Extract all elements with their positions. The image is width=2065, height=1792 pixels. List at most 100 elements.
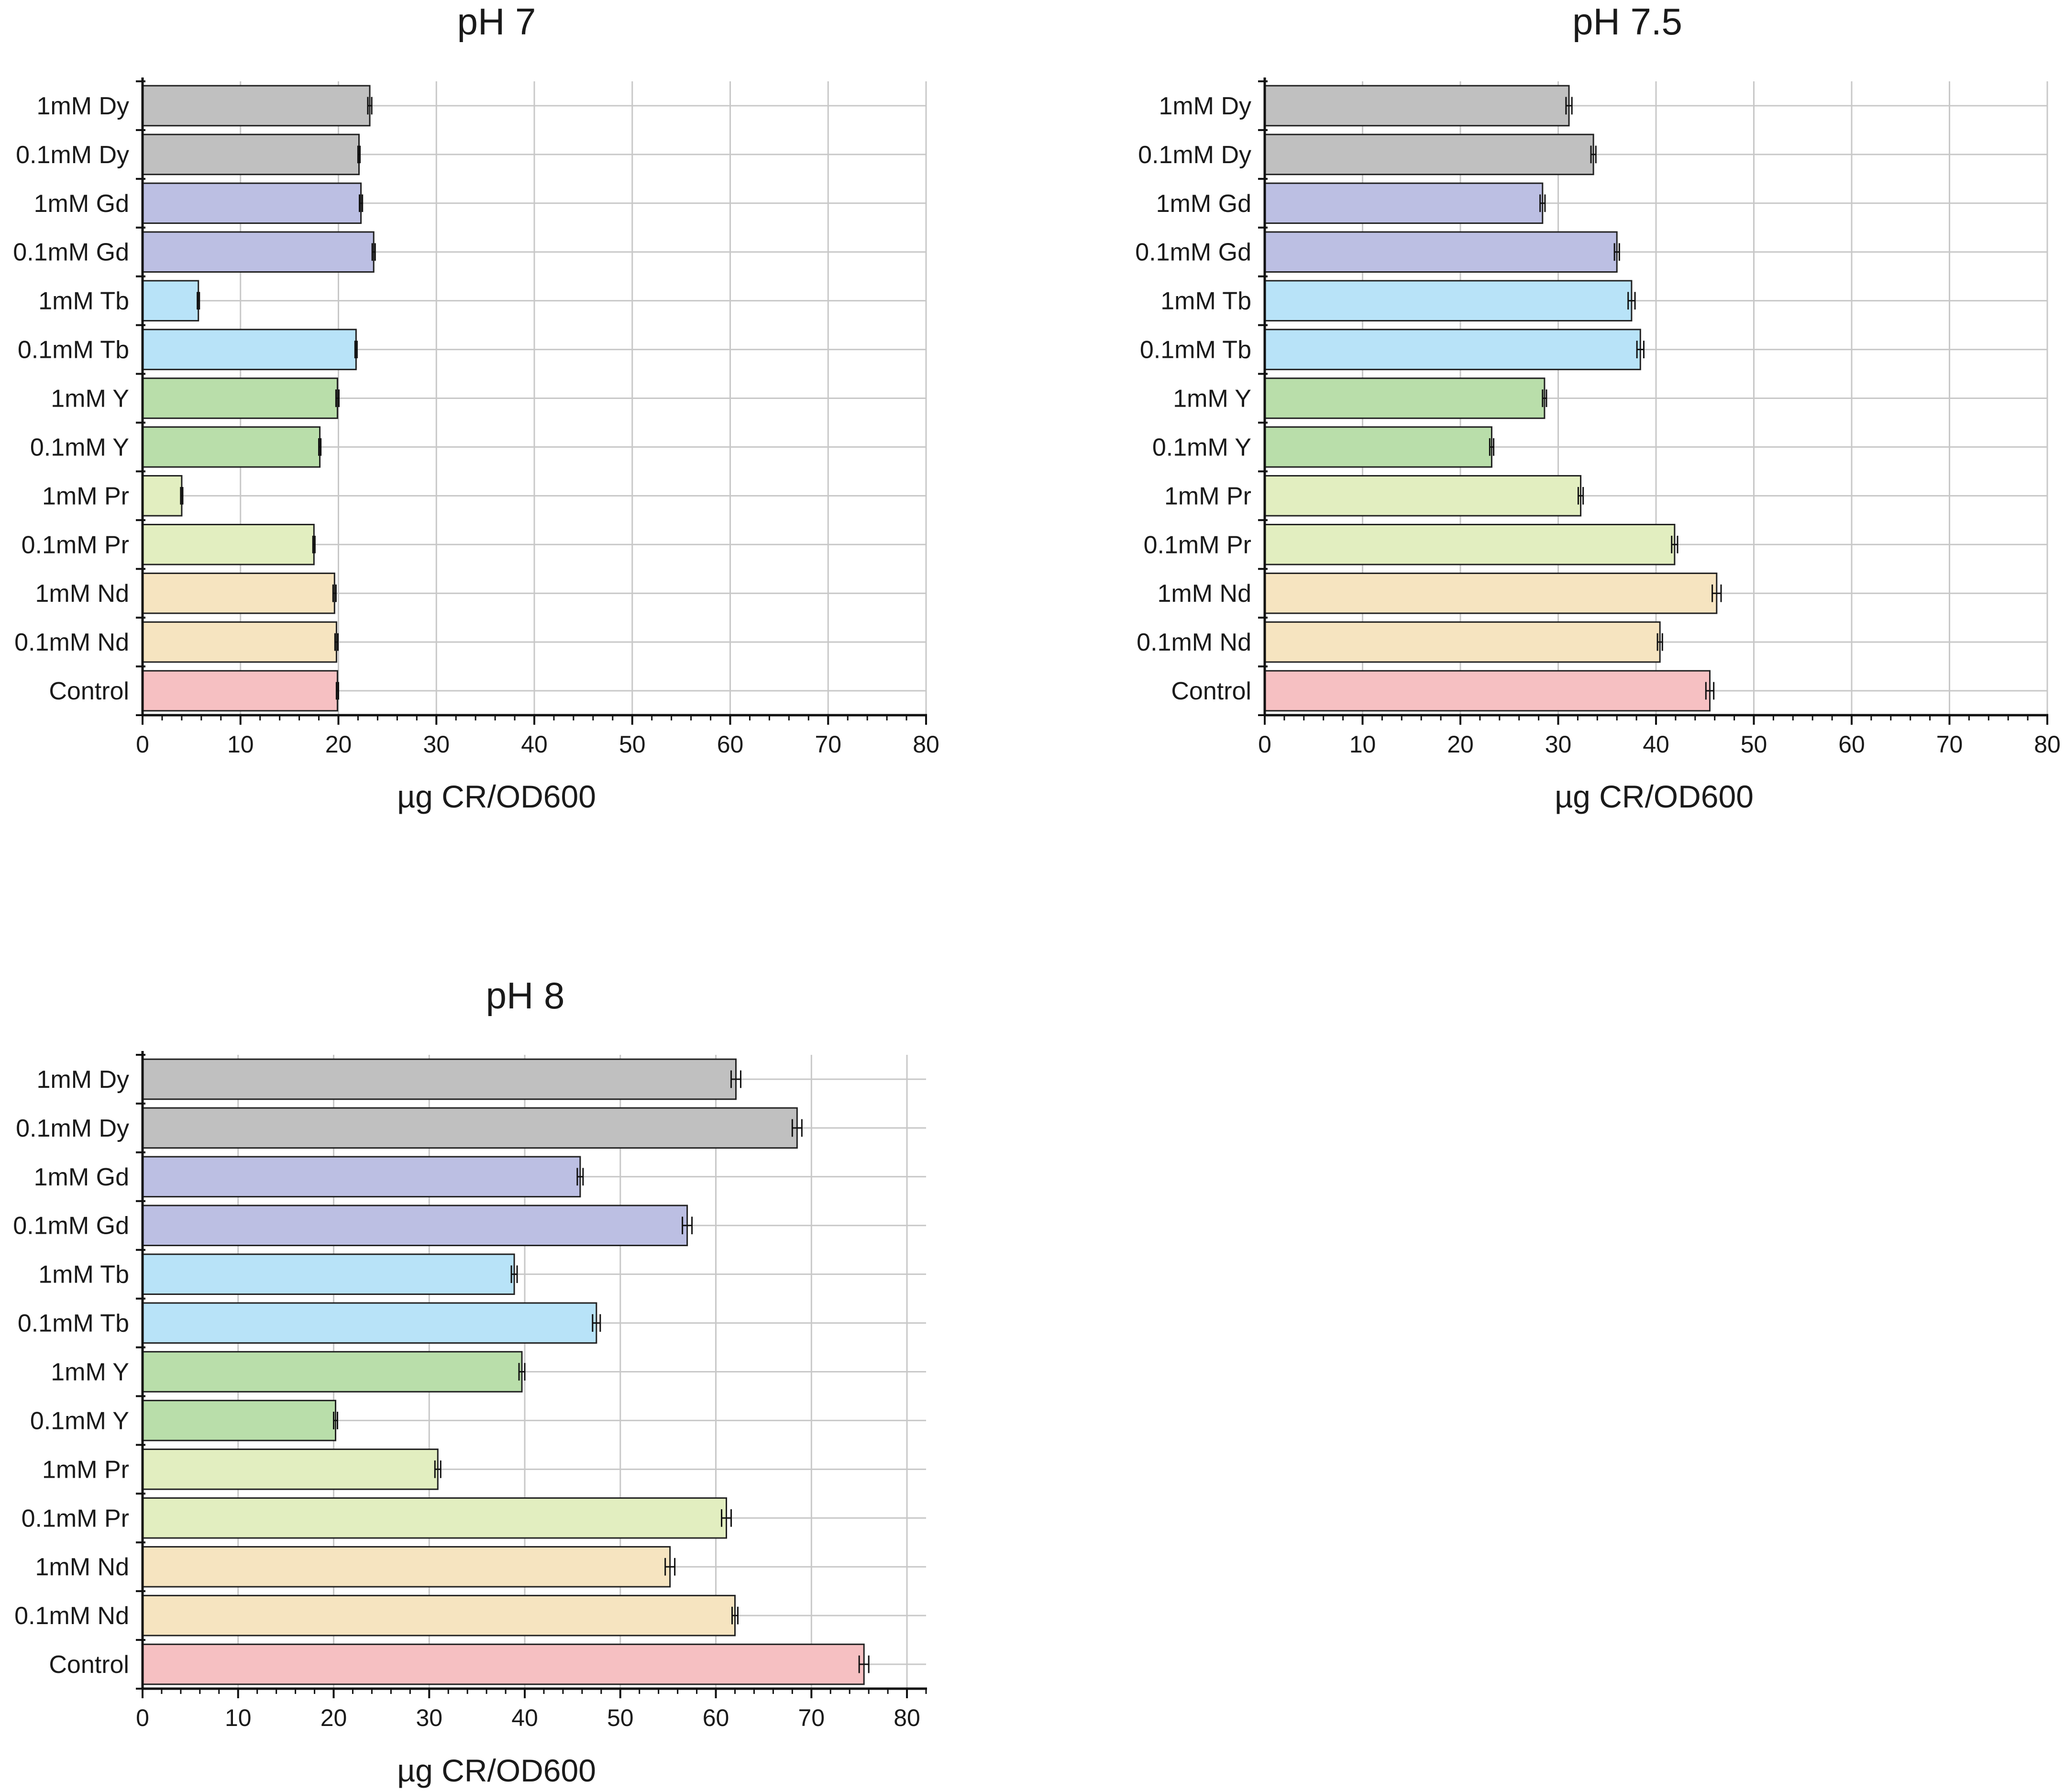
x-tick-label: 60 xyxy=(717,731,744,758)
y-tick-label: 1mM Gd xyxy=(1156,190,1251,218)
y-tick-label: 1mM Pr xyxy=(42,482,129,510)
y-tick-label: Control xyxy=(1171,677,1251,705)
x-tick-label: 30 xyxy=(416,1704,442,1731)
chart-title: pH 8 xyxy=(486,974,565,1017)
x-tick-label: 50 xyxy=(619,731,646,758)
bar xyxy=(142,85,371,127)
x-tick-labels: 0 10 20 30 40 50 60 70 80 xyxy=(136,1704,920,1731)
bar xyxy=(142,231,375,273)
y-tick-label: 0.1mM Nd xyxy=(1137,629,1251,656)
y-tick-label: 0.1mM Y xyxy=(1152,433,1251,461)
y-tick-label: 1mM Nd xyxy=(35,1553,129,1581)
bar xyxy=(142,670,338,712)
y-tick-label: 0.1mM Tb xyxy=(18,1310,129,1338)
bar xyxy=(1264,523,1676,565)
y-tick-label: 0.1mM Y xyxy=(30,433,129,461)
y-tick-label: 0.1mM Pr xyxy=(1144,531,1251,559)
y-tick-label: 1mM Dy xyxy=(1159,92,1251,120)
bar-series xyxy=(142,85,376,712)
bar xyxy=(142,621,337,663)
bar xyxy=(142,1156,581,1198)
bar xyxy=(1264,572,1718,614)
axes xyxy=(136,77,927,725)
y-tick-label: 0.1mM Nd xyxy=(14,629,129,656)
bar xyxy=(142,280,199,321)
chart-panel-ph-7: pH 7 µg CR/OD600 1mM Dy 0.1mM Dy 1mM Gd 0.1… xyxy=(13,0,939,814)
bar xyxy=(142,133,360,176)
y-tick-label: 0.1mM Dy xyxy=(16,141,129,169)
bar xyxy=(1264,621,1661,663)
x-tick-label: 60 xyxy=(703,1704,729,1731)
y-tick-label: 1mM Y xyxy=(51,385,129,413)
bar xyxy=(1264,329,1641,370)
bar-series xyxy=(1264,85,1722,712)
bar xyxy=(142,1643,865,1685)
bar xyxy=(142,1107,798,1149)
bar xyxy=(142,1253,515,1295)
bar xyxy=(142,1058,737,1100)
bar xyxy=(142,1497,728,1539)
y-tick-label: 1mM Gd xyxy=(34,190,129,218)
y-tick-label: 1mM Tb xyxy=(38,288,129,315)
bar xyxy=(142,1302,597,1344)
x-tick-label: 60 xyxy=(1838,731,1865,758)
x-tick-label: 0 xyxy=(136,1704,149,1731)
y-tick-label: 0.1mM Y xyxy=(30,1407,129,1435)
y-tick-label: 0.1mM Gd xyxy=(13,239,129,266)
x-tick-label: 80 xyxy=(913,731,939,758)
bar xyxy=(142,426,321,468)
y-tick-label: 1mM Dy xyxy=(36,92,129,120)
bar xyxy=(1264,426,1492,468)
y-tick-label: 1mM Gd xyxy=(34,1163,129,1191)
x-tick-label: 0 xyxy=(1258,731,1271,758)
y-tick-label: 0.1mM Pr xyxy=(22,1504,129,1532)
bar xyxy=(142,1205,688,1247)
bar xyxy=(142,1351,523,1393)
chart-panel-ph-8: pH 8 µg CR/OD600 1mM Dy 0.1mM Dy 1mM Gd 0.1… xyxy=(13,974,927,1788)
bar xyxy=(1264,475,1582,517)
x-tick-label: 70 xyxy=(1936,731,1963,758)
x-tick-label: 40 xyxy=(521,731,548,758)
x-tick-label: 40 xyxy=(1643,731,1669,758)
bar xyxy=(142,1546,671,1588)
axes xyxy=(136,1051,927,1698)
y-tick-label: 0.1mM Dy xyxy=(16,1115,129,1142)
bar xyxy=(1264,231,1618,273)
bar xyxy=(142,329,357,370)
x-tick-label: 80 xyxy=(894,1704,920,1731)
bar xyxy=(142,377,338,419)
x-tick-label: 80 xyxy=(2034,731,2061,758)
x-axis-title: µg CR/OD600 xyxy=(397,1753,596,1788)
y-tick-label: 0.1mM Gd xyxy=(13,1212,129,1240)
y-tick-label: 1mM Tb xyxy=(38,1261,129,1289)
x-tick-label: 30 xyxy=(1545,731,1572,758)
x-tick-label: 10 xyxy=(227,731,254,758)
y-tick-label: 1mM Y xyxy=(1173,385,1251,413)
y-tick-label: Control xyxy=(49,1651,129,1679)
x-tick-label: 70 xyxy=(815,731,841,758)
x-axis-title: µg CR/OD600 xyxy=(1555,779,1754,814)
y-tick-labels: 1mM Dy 0.1mM Dy 1mM Gd 0.1mM Gd 1mM Tb 0.1mM … xyxy=(13,92,129,705)
x-tick-label: 70 xyxy=(798,1704,825,1731)
bar xyxy=(1264,377,1546,419)
y-tick-label: 1mM Dy xyxy=(36,1066,129,1094)
y-tick-label: 1mM Nd xyxy=(35,580,129,608)
x-tick-label: 30 xyxy=(423,731,450,758)
x-tick-label: 10 xyxy=(225,1704,252,1731)
y-tick-label: 0.1mM Dy xyxy=(1138,141,1251,169)
y-tick-label: 0.1mM Tb xyxy=(1140,336,1251,364)
x-tick-labels: 0 10 20 30 40 50 60 70 80 xyxy=(136,731,939,758)
bar xyxy=(142,523,315,565)
bar xyxy=(142,182,362,224)
y-tick-label: Control xyxy=(49,677,129,705)
bar xyxy=(142,1400,337,1441)
x-tick-label: 20 xyxy=(325,731,352,758)
y-tick-label: 1mM Nd xyxy=(1158,580,1251,608)
bar xyxy=(1264,280,1633,321)
bar xyxy=(142,475,183,517)
x-tick-label: 10 xyxy=(1349,731,1376,758)
chart-title: pH 7.5 xyxy=(1572,0,1682,43)
y-tick-label: 1mM Pr xyxy=(1164,482,1251,510)
bar-series xyxy=(142,1058,870,1685)
